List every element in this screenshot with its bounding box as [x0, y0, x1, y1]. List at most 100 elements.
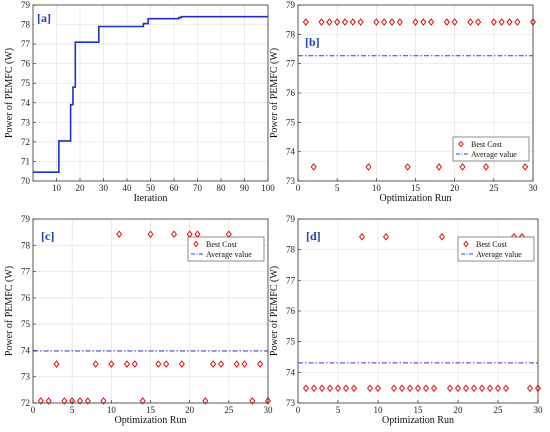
y-tick-label: 79: [21, 214, 31, 224]
x-tick-label: 5: [70, 405, 75, 415]
chart-panel-1: 10 20 30 40 50 60 70 80 90 100 70 71 72 73 74 75 76 77 78 7…: [4, 0, 275, 204]
best-cost-point: [318, 384, 326, 393]
best-cost-point: [147, 230, 154, 239]
best-cost-point: [498, 18, 505, 26]
best-cost-point: [163, 360, 170, 368]
best-cost-point: [92, 360, 99, 368]
best-cost-point: [451, 18, 458, 26]
y-tick-label: 77: [21, 267, 31, 277]
best-cost-point: [210, 360, 217, 368]
legend-label: Best Cost: [471, 140, 503, 149]
x-tick-label: 30: [529, 183, 539, 193]
y-tick-label: 75: [21, 78, 31, 88]
y-axis-label: Power of PEMFC (W): [269, 48, 280, 138]
best-cost-point: [108, 360, 115, 368]
best-cost-point: [482, 163, 490, 171]
best-cost-point: [123, 360, 131, 368]
y-tick-label: 78: [21, 20, 31, 30]
best-cost-point: [390, 384, 398, 393]
y-tick-label: 74: [286, 367, 296, 377]
y-tick-label: 78: [286, 29, 296, 39]
x-tick-label: 5: [336, 405, 341, 415]
y-tick-label: 74: [286, 147, 296, 157]
best-cost-point: [84, 397, 91, 405]
best-cost-point: [494, 384, 502, 393]
x-tick-label: 40: [123, 183, 133, 193]
best-cost-point: [310, 163, 317, 171]
x-tick-label: 25: [224, 405, 234, 415]
convergence-line: [33, 15, 268, 173]
panel-tag-bg: [34, 11, 56, 25]
best-cost-point: [398, 384, 406, 393]
best-cost-point: [217, 360, 225, 368]
best-cost-point: [502, 384, 510, 393]
best-cost-point: [170, 230, 178, 239]
y-tick-label: 74: [21, 98, 31, 108]
best-cost-point: [334, 18, 341, 26]
y-tick-label: 73: [21, 117, 31, 127]
x-tick-label: 10: [107, 405, 117, 415]
y-tick-label: 75: [286, 117, 296, 127]
y-tick-label: 76: [21, 59, 31, 69]
legend-diamond-icon: [458, 140, 464, 148]
best-cost-point: [241, 360, 248, 368]
x-tick-label: 100: [261, 183, 275, 193]
legend-label: Average value: [206, 250, 252, 259]
best-cost-point: [100, 397, 107, 405]
y-tick-label: 78: [286, 245, 296, 255]
best-cost-point: [462, 384, 470, 393]
x-tick-label: 70: [193, 183, 203, 193]
best-cost-point: [310, 384, 318, 393]
best-cost-point: [334, 384, 342, 393]
x-axis-label: Iteration: [134, 193, 168, 204]
x-tick-label: 0: [31, 405, 36, 415]
x-tick-label: 25: [489, 183, 499, 193]
best-cost-point: [365, 163, 372, 171]
x-tick-label: 30: [264, 405, 274, 415]
y-tick-label: 78: [21, 240, 31, 250]
best-cost-point: [459, 163, 466, 171]
y-tick-label: 73: [21, 372, 31, 382]
x-axis-label: Optimization Run: [382, 415, 454, 426]
best-cost-point: [430, 384, 438, 393]
x-tick-label: 20: [454, 405, 464, 415]
best-cost-point: [302, 384, 310, 393]
best-cost-point: [264, 397, 272, 405]
x-axis-label: Optimization Run: [115, 415, 187, 426]
legend-box: [457, 236, 535, 262]
best-cost-point: [506, 18, 513, 26]
y-tick-label: 75: [21, 319, 31, 329]
x-tick-label: 25: [494, 405, 504, 415]
best-cost-point: [486, 384, 494, 393]
best-cost-point: [326, 384, 334, 393]
plot-frame: [297, 218, 539, 404]
plot-frame: [32, 218, 269, 404]
legend-label: Best Cost: [206, 240, 238, 249]
x-axis-label: Optimization Run: [380, 193, 452, 204]
x-tick-label: 0: [296, 405, 301, 415]
best-cost-point: [412, 18, 419, 26]
y-tick-label: 76: [286, 88, 296, 98]
best-cost-point: [318, 18, 325, 26]
best-cost-point: [514, 18, 521, 26]
best-cost-point: [374, 384, 382, 393]
best-cost-point: [233, 360, 240, 368]
x-tick-label: 30: [534, 405, 544, 415]
best-cost-point: [373, 18, 380, 26]
plot-frame: [297, 4, 534, 182]
panel-tag: [d]: [306, 229, 321, 243]
x-tick-label: 90: [240, 183, 250, 193]
best-cost-point: [526, 384, 534, 393]
best-cost-point: [438, 232, 446, 241]
x-tick-label: 0: [296, 183, 301, 193]
y-axis-label: Power of PEMFC (W): [4, 266, 15, 356]
legend-label: Average value: [471, 150, 517, 159]
best-cost-point: [302, 18, 309, 26]
best-cost-point: [490, 18, 497, 26]
y-tick-label: 73: [286, 398, 296, 408]
y-tick-label: 79: [21, 0, 31, 10]
best-cost-point: [435, 163, 443, 171]
